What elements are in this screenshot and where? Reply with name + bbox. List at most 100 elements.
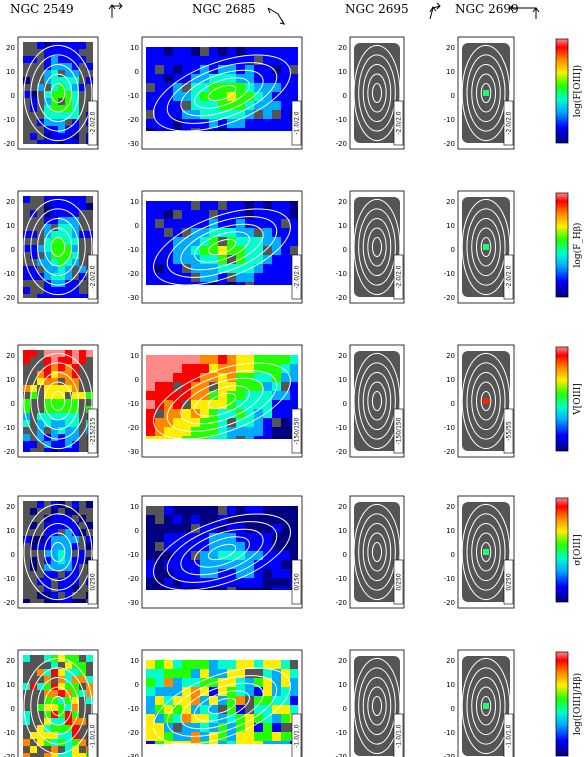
voronoi-bin	[146, 273, 156, 283]
voronoi-bin	[182, 506, 192, 516]
voronoi-bin	[245, 660, 255, 670]
voronoi-bin	[200, 678, 210, 688]
isophote-contour	[475, 381, 497, 421]
voronoi-bin	[65, 224, 73, 232]
voronoi-bin	[245, 273, 255, 283]
voronoi-bin	[58, 434, 66, 442]
voronoi-bin	[44, 399, 52, 407]
voronoi-bin	[58, 245, 66, 253]
voronoi-bin	[86, 399, 93, 407]
voronoi-bin	[37, 266, 45, 274]
voronoi-bin	[44, 434, 52, 442]
voronoi-bin	[209, 237, 219, 247]
voronoi-bin	[182, 273, 192, 283]
voronoi-bin	[79, 70, 87, 78]
voronoi-bin	[65, 287, 73, 295]
voronoi-bin	[37, 683, 45, 691]
voronoi-bin	[290, 210, 298, 220]
voronoi-bin	[209, 56, 219, 66]
voronoi-bin	[281, 228, 291, 238]
voronoi-bin	[23, 662, 31, 670]
voronoi-bin	[37, 245, 45, 253]
voronoi-bin	[173, 210, 183, 220]
voronoi-bin	[272, 660, 282, 670]
voronoi-bin	[155, 47, 165, 57]
voronoi-bin	[146, 56, 156, 66]
voronoi-bin	[51, 543, 59, 551]
voronoi-bin	[182, 551, 192, 561]
voronoi-bin	[254, 382, 264, 392]
voronoi-bin	[236, 696, 246, 706]
voronoi-bin	[79, 126, 87, 134]
voronoi-bin	[290, 400, 298, 410]
voronoi-bin	[164, 355, 174, 365]
colorbar: log(F_Hβ)	[555, 192, 583, 298]
voronoi-bin	[51, 725, 59, 733]
voronoi-bin	[182, 732, 192, 742]
voronoi-bin	[51, 392, 59, 400]
voronoi-bin	[227, 47, 237, 57]
voronoi-bin	[245, 669, 255, 679]
voronoi-bin	[44, 746, 52, 754]
voronoi-bin	[164, 74, 174, 84]
voronoi-bin	[23, 364, 31, 372]
y-tick-label: -30	[128, 753, 139, 757]
voronoi-bin	[155, 587, 165, 590]
voronoi-bin	[245, 515, 255, 525]
y-tick-label: 0	[451, 400, 455, 408]
voronoi-bin	[86, 203, 93, 211]
voronoi-bin	[236, 506, 246, 516]
voronoi-bin	[72, 427, 80, 435]
voronoi-bin	[23, 697, 31, 705]
voronoi-bin	[182, 47, 192, 57]
isophote-contour	[166, 370, 278, 432]
voronoi-bin	[173, 282, 183, 285]
voronoi-bin	[30, 676, 38, 684]
voronoi-bin	[146, 264, 156, 274]
y-tick-label: -20	[128, 729, 139, 737]
voronoi-bin	[191, 210, 201, 220]
voronoi-bin	[182, 542, 192, 552]
voronoi-bin	[245, 506, 255, 516]
voronoi-bin	[227, 282, 237, 285]
voronoi-bin	[146, 128, 156, 131]
voronoi-bin	[155, 65, 165, 75]
voronoi-bin	[65, 42, 73, 50]
isophote-contour	[153, 208, 291, 286]
voronoi-bin	[155, 506, 165, 516]
voronoi-bin	[263, 578, 273, 588]
y-tick-label: 20	[446, 44, 455, 52]
voronoi-bin	[58, 91, 66, 99]
voronoi-bin	[37, 441, 45, 449]
y-tick-label: -20	[444, 140, 455, 148]
voronoi-bin	[79, 683, 87, 691]
voronoi-bin	[30, 385, 38, 393]
y-tick-label: -10	[336, 424, 347, 432]
y-tick-label: 10	[446, 376, 455, 384]
voronoi-bin	[254, 524, 264, 534]
isophote-contour	[166, 675, 278, 737]
voronoi-bin	[37, 655, 45, 663]
voronoi-bin	[72, 522, 80, 530]
isophote-contour	[367, 381, 387, 421]
voronoi-bin	[30, 599, 38, 603]
voronoi-bin	[173, 56, 183, 66]
colorbar-label: σ[OIII]	[573, 534, 583, 565]
voronoi-bin	[51, 273, 59, 281]
colorbar-label: log(F_Hβ)	[572, 223, 583, 268]
voronoi-bin	[245, 427, 255, 437]
voronoi-bin	[44, 126, 52, 134]
range-label-box	[87, 254, 98, 300]
voronoi-bin	[254, 47, 264, 57]
voronoi-bin	[37, 434, 45, 442]
voronoi-bin	[37, 536, 45, 544]
voronoi-bin	[200, 714, 210, 724]
voronoi-bin	[37, 217, 45, 225]
voronoi-bin	[44, 676, 52, 684]
voronoi-bin	[254, 732, 264, 742]
voronoi-bin	[58, 287, 66, 295]
range-label-box	[87, 713, 98, 757]
voronoi-bin	[30, 406, 38, 414]
voronoi-bin	[23, 357, 31, 365]
